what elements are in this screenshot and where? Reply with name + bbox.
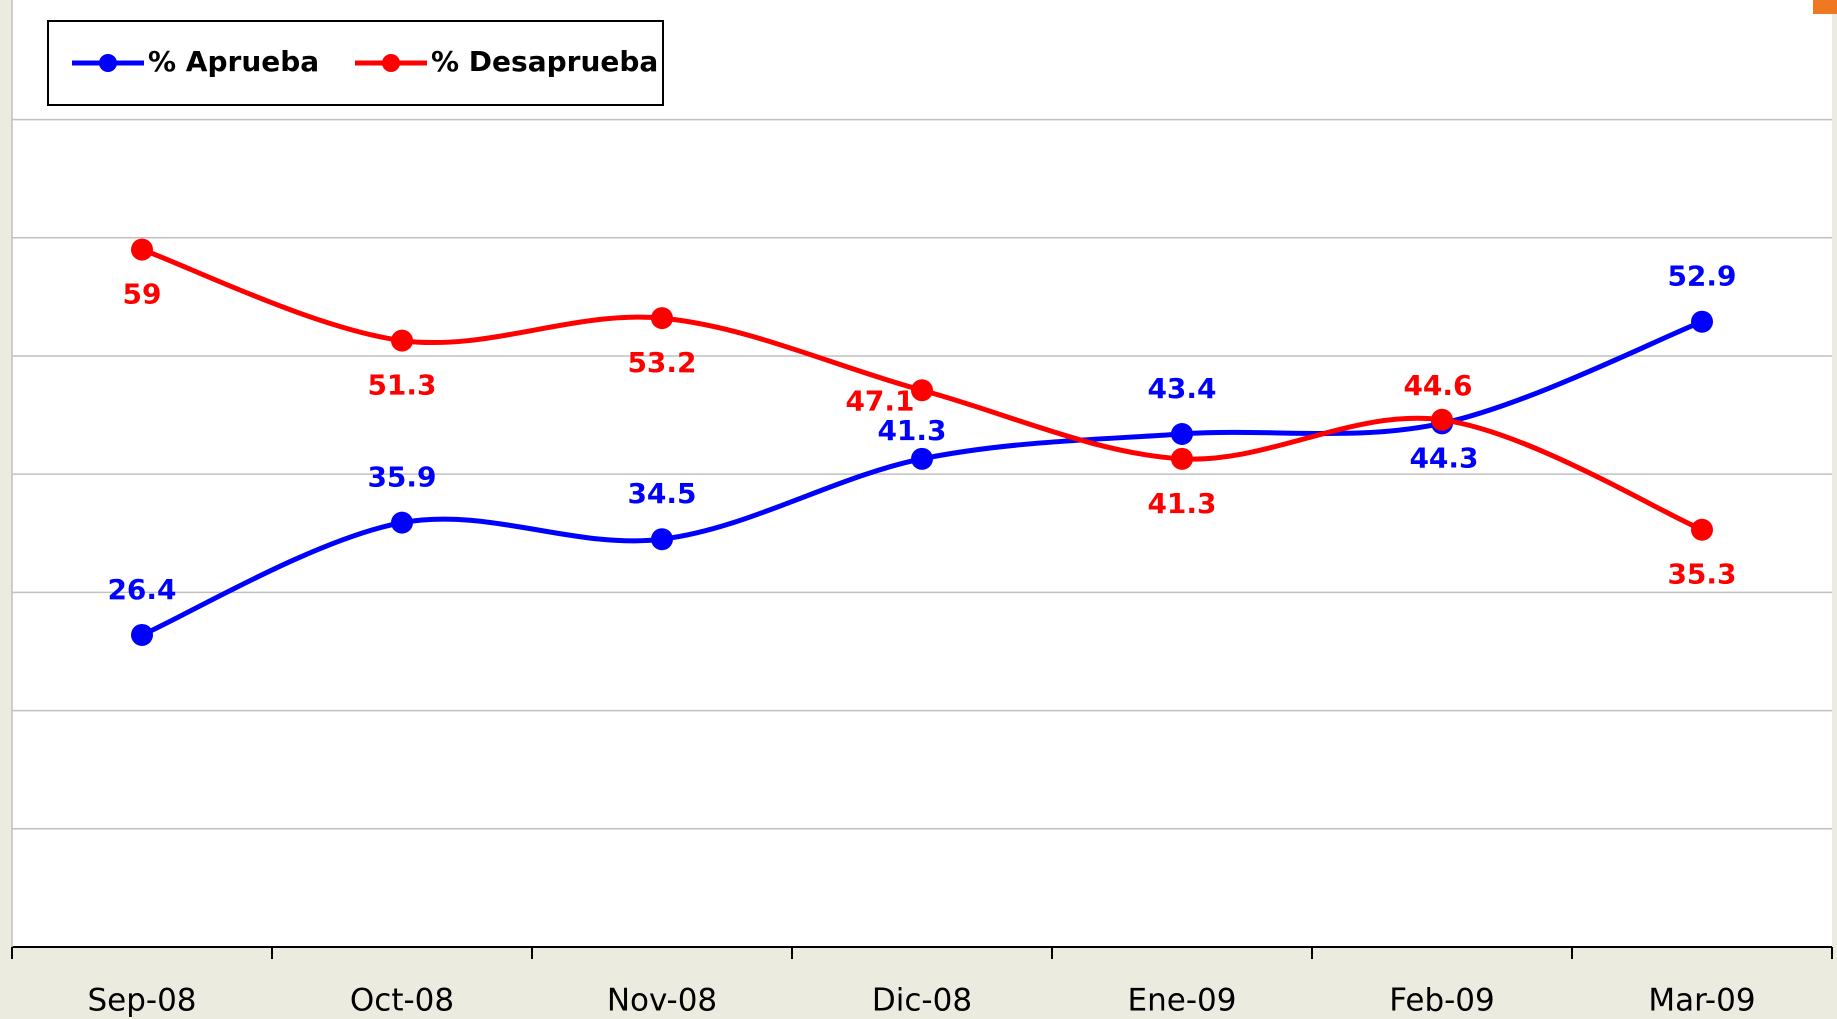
data-point (131, 238, 153, 261)
legend-label: % Desaprueba (431, 45, 658, 78)
data-label: 59 (123, 278, 162, 311)
data-label: 41.3 (877, 414, 946, 447)
legend-marker (382, 54, 400, 72)
x-tick-label: Dic-08 (872, 983, 972, 1019)
data-label: 26.4 (107, 573, 176, 606)
data-point (131, 623, 153, 646)
data-point (1431, 408, 1453, 431)
data-label: 52.9 (1667, 260, 1736, 293)
x-tick-label: Feb-09 (1389, 983, 1495, 1019)
data-point (1171, 447, 1193, 470)
data-point (1691, 518, 1713, 541)
x-tick-label: Sep-08 (87, 983, 196, 1019)
x-tick-label: Oct-08 (350, 983, 454, 1019)
data-point (1691, 310, 1713, 333)
data-label: 35.3 (1667, 558, 1736, 591)
data-point (911, 379, 933, 402)
data-point (1171, 422, 1193, 445)
data-label: 51.3 (367, 369, 436, 402)
data-label: 35.9 (367, 461, 436, 494)
data-point (911, 447, 933, 470)
x-tick-label: Ene-09 (1128, 983, 1237, 1019)
x-tick-label: Nov-08 (607, 983, 717, 1019)
data-label: 41.3 (1147, 487, 1216, 520)
x-tick-label: Mar-09 (1648, 983, 1755, 1019)
data-point (651, 528, 673, 551)
corner-mark (1813, 0, 1837, 14)
data-label: 44.6 (1403, 369, 1472, 402)
legend-marker (99, 54, 117, 72)
data-label: 43.4 (1147, 372, 1216, 405)
data-point (391, 511, 413, 534)
data-point (391, 329, 413, 352)
data-label: 34.5 (627, 477, 696, 510)
data-label: 44.3 (1409, 441, 1478, 474)
data-point (651, 307, 673, 330)
legend-label: % Aprueba (148, 45, 319, 78)
data-label: 47.1 (845, 384, 914, 417)
data-label: 53.2 (627, 346, 696, 379)
